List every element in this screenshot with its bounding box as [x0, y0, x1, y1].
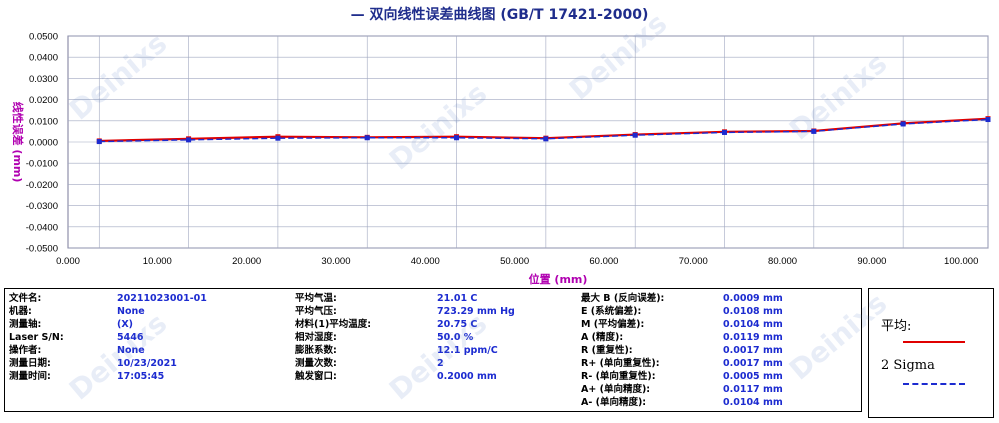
y-tick-label: 0.0100	[29, 116, 58, 127]
x-tick-label: 0.000	[56, 256, 80, 267]
info-value: 0.2000 mm	[437, 371, 497, 382]
y-tick-label: 0.0400	[29, 53, 58, 64]
sigma-series-point	[364, 135, 370, 141]
info-value: 20.75 C	[437, 319, 478, 330]
sigma-series-point	[454, 135, 460, 141]
info-label: 操作者:	[9, 345, 42, 356]
x-tick-label: 40.000	[411, 256, 440, 267]
info-value: 0.0104 mm	[723, 319, 783, 330]
y-tick-label: -0.0400	[26, 222, 58, 233]
sigma-series-point	[275, 135, 281, 141]
info-label: 测量轴:	[9, 319, 42, 330]
info-label: R (重复性):	[581, 345, 633, 356]
y-tick-label: -0.0500	[26, 244, 58, 255]
legend-mean-label: 平均:	[881, 319, 912, 334]
x-tick-label: 60.000	[589, 256, 618, 267]
x-tick-label: 100.000	[944, 256, 978, 267]
info-value: 0.0005 mm	[723, 371, 783, 382]
info-value: None	[117, 345, 145, 356]
info-value: 21.01 C	[437, 293, 478, 304]
info-label: E (系统偏差):	[581, 306, 642, 317]
info-value: None	[117, 306, 145, 317]
info-label: R+ (单向重复性):	[581, 358, 660, 369]
info-label: A+ (单向精度):	[581, 384, 651, 395]
sigma-series-point	[96, 139, 102, 145]
info-label: 相对湿度:	[295, 332, 337, 343]
legend-mean-swatch	[903, 341, 965, 343]
chart-area: 0.0500 0.0400 0.0300 0.0200 0.0100 0.0000 -0.0…	[11, 32, 991, 286]
info-label: R- (单向重复性):	[581, 371, 656, 382]
info-value: 0.0108 mm	[723, 306, 783, 317]
x-tick-label: 20.000	[232, 256, 261, 267]
sigma-series-point	[543, 136, 549, 142]
info-value: 2	[437, 358, 444, 369]
info-value: 0.0009 mm	[723, 293, 783, 304]
info-label: 文件名:	[9, 293, 42, 304]
sigma-series-point	[722, 129, 728, 135]
x-tick-label: 70.000	[679, 256, 708, 267]
info-value: (X)	[117, 319, 134, 330]
info-value: 0.0017 mm	[723, 358, 783, 369]
info-label: A- (单向精度):	[581, 397, 647, 408]
info-value: 5446	[117, 332, 144, 343]
info-value: 10/23/2021	[117, 358, 177, 369]
y-axis-title: 线性误差 (mm)	[11, 102, 25, 183]
info-value: 20211023001-01	[117, 293, 207, 304]
info-label: 平均气压:	[295, 306, 337, 317]
x-axis-title: 位置 (mm)	[529, 272, 588, 286]
legend-panel: 平均: 2 Sigma	[868, 288, 994, 418]
info-label: 测量时间:	[9, 371, 51, 382]
y-tick-label: 0.0300	[29, 74, 58, 85]
y-tick-label: -0.0300	[26, 201, 58, 212]
measurement-info-panel: 文件名: 20211023001-01 机器: None 测量轴: (X) Laser S/…	[4, 288, 862, 412]
x-tick-label: 10.000	[143, 256, 172, 267]
info-value: 50.0 %	[437, 332, 474, 343]
info-value: 17:05:45	[117, 371, 165, 382]
info-label: M (平均偏差):	[581, 319, 645, 330]
info-value: 0.0119 mm	[723, 332, 783, 343]
y-tick-label: -0.0100	[26, 159, 58, 170]
info-label: 材料(1)平均温度:	[295, 319, 372, 330]
legend-sigma-label: 2 Sigma	[881, 358, 935, 373]
info-label: Laser S/N:	[9, 332, 64, 343]
sigma-series-point	[632, 132, 638, 138]
info-label: 平均气温:	[295, 293, 337, 304]
info-value: 0.0017 mm	[723, 345, 783, 356]
sigma-series-point	[811, 128, 817, 134]
x-tick-label: 80.000	[768, 256, 797, 267]
x-tick-label: 90.000	[857, 256, 886, 267]
info-label: 测量次数:	[295, 358, 337, 369]
y-tick-label: -0.0200	[26, 180, 58, 191]
info-label: A (精度):	[581, 332, 624, 343]
info-label: 膨胀系数:	[295, 345, 337, 356]
legend-sigma-swatch	[903, 383, 965, 385]
y-tick-label: 0.0000	[29, 138, 58, 149]
info-value: 723.29 mm Hg	[437, 306, 515, 317]
sigma-series-point	[186, 137, 192, 143]
info-value: 0.0117 mm	[723, 384, 783, 395]
y-tick-label: 0.0500	[29, 32, 58, 43]
info-label: 机器:	[9, 306, 32, 317]
chart-title: — 双向线性误差曲线图 (GB/T 17421-2000)	[350, 7, 649, 23]
info-label: 最大 B (反向误差):	[581, 293, 665, 304]
info-value: 12.1 ppm/C	[437, 345, 498, 356]
sigma-series-point	[900, 121, 906, 127]
info-label: 测量日期:	[9, 358, 51, 369]
info-label: 触发窗口:	[295, 371, 337, 382]
y-tick-label: 0.0200	[29, 95, 58, 106]
x-tick-label: 50.000	[500, 256, 529, 267]
info-value: 0.0104 mm	[723, 397, 783, 408]
sigma-series-point	[985, 117, 991, 123]
x-tick-label: 30.000	[321, 256, 350, 267]
